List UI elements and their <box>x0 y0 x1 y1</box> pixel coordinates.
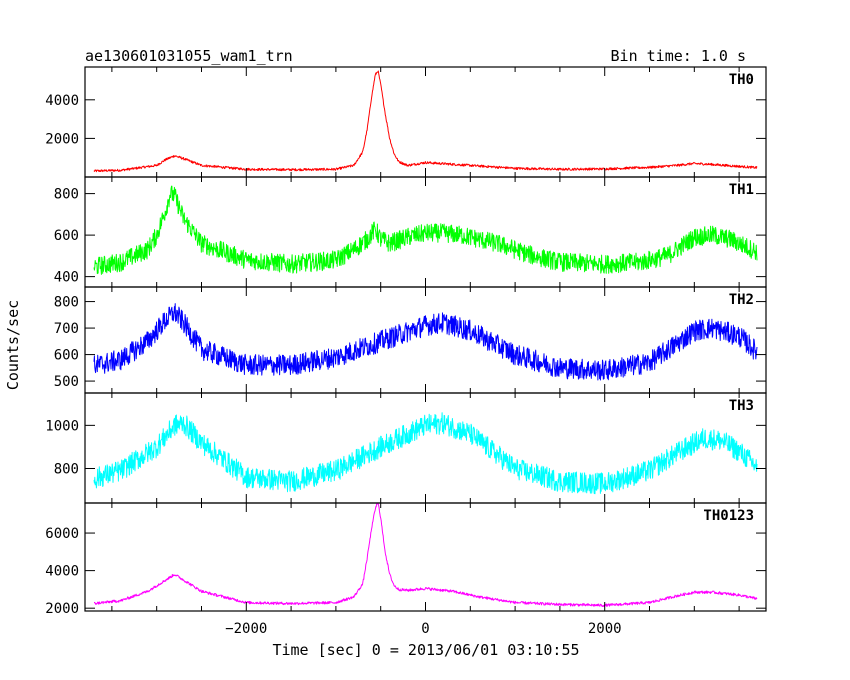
x-tick-label: −2000 <box>225 621 267 637</box>
panel-label: TH3 <box>729 398 754 414</box>
y-tick-label: 800 <box>54 295 79 311</box>
panel-label: TH2 <box>729 292 754 308</box>
series-line-th2 <box>93 303 758 381</box>
y-tick-label: 2000 <box>45 131 79 147</box>
chart-subtitle: Bin time: 1.0 s <box>611 47 746 65</box>
chart-title: ae130601031055_wam1_trn <box>85 47 293 65</box>
y-tick-label: 800 <box>54 187 79 203</box>
y-tick-label: 2000 <box>45 601 79 617</box>
series-line-th1 <box>93 185 758 275</box>
panel-th0: 2000 4000 TH0 <box>45 66 767 178</box>
x-tick-label: 0 <box>421 621 429 637</box>
series-line-th0123 <box>93 503 758 607</box>
panel-frame <box>84 502 767 612</box>
panel-th3: 800 1000 TH3 <box>45 392 767 504</box>
y-tick-label: 6000 <box>45 526 79 542</box>
x-tick-label: 2000 <box>588 621 622 637</box>
panel-label: TH0 <box>729 72 754 88</box>
panel-th2: 500 600 700 800 TH2 <box>54 286 767 394</box>
y-axis-label: Counts/sec <box>4 300 22 390</box>
panel-label: TH0123 <box>703 508 754 524</box>
y-tick-label: 600 <box>54 228 79 244</box>
y-tick-label: 4000 <box>45 564 79 580</box>
y-tick-label: 4000 <box>45 93 79 109</box>
y-tick-label: 400 <box>54 270 79 286</box>
series-line-th0 <box>93 70 758 173</box>
y-tick-label: 500 <box>54 374 79 390</box>
panel-th0123: 2000 4000 6000 TH0123 <box>45 502 767 617</box>
panel-frame <box>84 66 767 178</box>
y-tick-label: 600 <box>54 348 79 364</box>
y-tick-label: 800 <box>54 461 79 477</box>
panel-th1: 400 600 800 TH1 <box>54 176 767 288</box>
x-axis-label: Time [sec] 0 = 2013/06/01 03:10:55 <box>272 641 579 659</box>
y-tick-label: 700 <box>54 321 79 337</box>
panel-label: TH1 <box>729 182 754 198</box>
panels-group: 2000 4000 TH0 400 600 800 TH1 500 600 700 800 TH2 80… <box>45 66 767 637</box>
y-tick-label: 1000 <box>45 418 79 434</box>
panel-frame <box>84 392 767 504</box>
panel-frame <box>84 286 767 394</box>
series-line-th3 <box>93 412 758 495</box>
